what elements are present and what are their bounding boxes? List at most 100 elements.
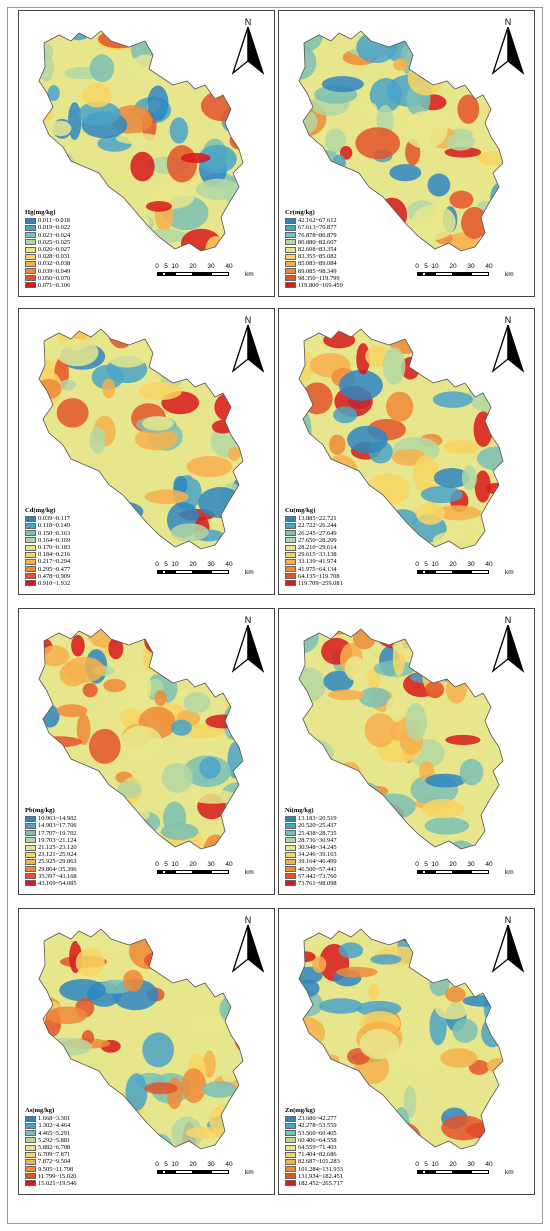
legend-item: 5.882~6.708 xyxy=(25,1144,77,1151)
legend-swatch xyxy=(25,522,36,529)
scale-tick-label: 40 xyxy=(225,263,233,270)
legend-range-label: 17.707~19.702 xyxy=(38,829,77,837)
scale-bar: 0 5 10 20 30 40 km xyxy=(155,561,267,581)
legend-swatch xyxy=(25,253,36,260)
scale-tick-label: 0 xyxy=(415,561,419,568)
legend-item: 23.680~42.277 xyxy=(285,1115,343,1122)
legend-item: 0.164~0.169 xyxy=(25,537,70,544)
legend-title: Zn(mg/kg) xyxy=(285,1107,316,1114)
legend-range-label: 0.910~1.932 xyxy=(38,579,71,587)
legend-item: 0.184~0.216 xyxy=(25,551,70,558)
legend-swatch xyxy=(285,837,296,844)
legend-swatch xyxy=(285,253,296,260)
legend-range-label: 15.021~19.546 xyxy=(38,1179,77,1187)
legend-swatch xyxy=(285,1158,296,1165)
legend-swatch xyxy=(25,232,36,239)
legend-range-label: 0.295~0.477 xyxy=(38,565,71,573)
scale-segment xyxy=(417,570,422,574)
legend-item: 6.709~7.871 xyxy=(25,1151,77,1158)
legend-range-label: 57.442~73.760 xyxy=(298,872,337,880)
north-arrow-icon: N xyxy=(230,315,266,375)
scale-segment xyxy=(166,1170,175,1174)
legend-swatch xyxy=(25,866,36,873)
legend-item: 101.284~131.933 xyxy=(285,1166,343,1173)
legend-swatch xyxy=(25,851,36,858)
legend-item: 35.397~43.168 xyxy=(25,873,77,880)
scale-tick-label: 40 xyxy=(485,861,493,868)
legend-item: 0.050~0.070 xyxy=(25,275,70,282)
scale-segment xyxy=(157,1170,162,1174)
region-boundary xyxy=(38,328,244,550)
legend-swatch xyxy=(25,260,36,267)
legend-item: 4.465~5.291 xyxy=(25,1130,77,1137)
scale-unit: km xyxy=(245,569,254,576)
legend-item: 25.925~29.863 xyxy=(25,858,77,865)
scale-segment xyxy=(471,272,489,276)
scale-tick-label: 10 xyxy=(171,861,179,868)
legend-item: 80.880~82.607 xyxy=(285,239,343,246)
legend-range-label: 35.397~43.168 xyxy=(38,872,77,880)
legend-title: Cd(mg/kg) xyxy=(25,507,56,514)
scale-tick-label: 0 xyxy=(415,263,419,270)
legend-swatch xyxy=(285,558,296,565)
scale-tick-label: 20 xyxy=(189,561,197,568)
legend-swatch xyxy=(285,551,296,558)
legend-range-label: 23.680~42.277 xyxy=(298,1115,337,1123)
scale-tick-label: 10 xyxy=(171,263,179,270)
legend-item: 15.021~19.546 xyxy=(25,1180,77,1187)
legend-swatch xyxy=(285,522,296,529)
legend-swatch xyxy=(285,830,296,837)
legend-swatch xyxy=(25,844,36,851)
legend-range-label: 43.169~54.085 xyxy=(38,879,77,887)
scale-tick-label: 5 xyxy=(164,861,168,868)
legend-swatch xyxy=(285,275,296,282)
scale-segment xyxy=(166,272,175,276)
legend-range-label: 5.292~5.881 xyxy=(38,1136,71,1144)
scale-tick-label: 20 xyxy=(189,861,197,868)
scale-segment xyxy=(435,272,453,276)
region-boundary xyxy=(298,328,504,550)
legend-item: 27.650~28.209 xyxy=(285,537,343,544)
legend-item: 53.560~60.405 xyxy=(285,1130,343,1137)
scale-segment xyxy=(417,870,422,874)
legend-range-label: 76.878~80.879 xyxy=(298,231,337,239)
scale-segment xyxy=(175,570,193,574)
legend-item: 119.800~169.459 xyxy=(285,282,343,289)
map-panel-as: N As(mg/kg) 1.668~3.301 3.302~4.464 4.465~5.… xyxy=(18,908,275,1195)
cr-distribution-map xyxy=(298,30,504,252)
legend-swatch xyxy=(25,580,36,587)
legend-item: 7.872~9.504 xyxy=(25,1158,77,1165)
legend-swatch xyxy=(25,515,36,522)
legend-swatch xyxy=(285,851,296,858)
legend-item: 119.709~259.081 xyxy=(285,580,343,587)
scale-tick-label: 0 xyxy=(415,1161,419,1168)
legend: Zn(mg/kg) 23.680~42.277 42.278~53.559 53.56… xyxy=(285,1107,343,1187)
scale-tick-label: 10 xyxy=(171,1161,179,1168)
scale-segment xyxy=(175,870,193,874)
legend-swatch xyxy=(25,1137,36,1144)
legend-item: 83.355~85.082 xyxy=(285,253,343,260)
region-boundary xyxy=(298,628,504,850)
scale-tick-label: 20 xyxy=(449,263,457,270)
scale-tick-label: 30 xyxy=(467,861,475,868)
ni-distribution-map xyxy=(298,628,504,850)
legend-item: 0.295~0.477 xyxy=(25,566,70,573)
scale-tick-label: 40 xyxy=(225,861,233,868)
legend-item: 0.019~0.022 xyxy=(25,224,70,231)
scale-segment xyxy=(193,870,211,874)
scale-segment xyxy=(426,570,435,574)
legend-swatch xyxy=(25,822,36,829)
cd-distribution-map xyxy=(38,328,244,550)
scale-segment xyxy=(435,870,453,874)
legend-item: 82.608~83.354 xyxy=(285,246,343,253)
scale-segment xyxy=(417,272,422,276)
scale-unit: km xyxy=(245,869,254,876)
legend-item: 30.948~34.245 xyxy=(285,844,337,851)
legend-swatch xyxy=(285,880,296,887)
scale-segment xyxy=(193,1170,211,1174)
legend-item: 3.302~4.464 xyxy=(25,1122,77,1129)
scale-segment xyxy=(471,570,489,574)
legend-swatch xyxy=(285,260,296,267)
legend-range-label: 33.139~41.974 xyxy=(298,558,337,566)
map-panel-pb: N Pb(mg/kg) 10.963~14.902 14.903~17.706 17.7… xyxy=(18,608,275,895)
